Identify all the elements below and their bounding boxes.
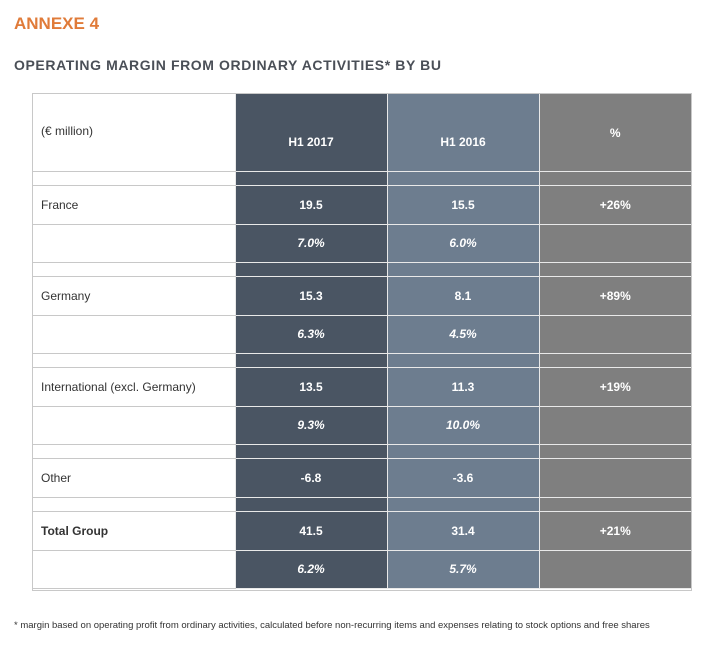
row-label-international: International (excl. Germany)	[33, 367, 235, 407]
margin-h1-2017: 9.3%	[234, 406, 387, 445]
column-header-h1-2016: H1 2016	[386, 94, 539, 172]
table-row: 9.3% 10.0%	[33, 406, 691, 445]
value-h1-2017: 15.3	[234, 276, 387, 316]
footnote: * margin based on operating profit from …	[14, 620, 650, 631]
row-label-germany: Germany	[33, 276, 235, 316]
value-change: +19%	[538, 367, 691, 407]
value-change: +21%	[538, 511, 691, 551]
margin-h1-2016: 4.5%	[386, 315, 539, 354]
annex-title: ANNEXE 4	[14, 14, 100, 33]
column-header-change: %	[538, 94, 691, 172]
table-row: France 19.5 15.5 +26%	[33, 185, 691, 225]
margin-h1-2017: 6.3%	[234, 315, 387, 354]
value-h1-2017: -6.8	[234, 458, 387, 498]
value-h1-2017: 13.5	[234, 367, 387, 407]
value-h1-2017: 41.5	[234, 511, 387, 551]
value-h1-2016: -3.6	[386, 458, 539, 498]
table-row: 6.3% 4.5%	[33, 315, 691, 354]
value-change	[538, 458, 691, 498]
value-h1-2017: 19.5	[234, 185, 387, 225]
row-label-france: France	[33, 185, 235, 225]
page-title: OPERATING MARGIN FROM ORDINARY ACTIVITIE…	[14, 57, 442, 73]
margin-table: (€ million) H1 2017 H1 2016 % France 19.…	[32, 93, 692, 591]
margin-h1-2017: 7.0%	[234, 224, 387, 263]
margin-h1-2016: 6.0%	[386, 224, 539, 263]
table-row: 7.0% 6.0%	[33, 224, 691, 263]
unit-label: (€ million)	[33, 94, 235, 172]
value-change: +89%	[538, 276, 691, 316]
value-h1-2016: 8.1	[386, 276, 539, 316]
table-row: Germany 15.3 8.1 +89%	[33, 276, 691, 316]
value-h1-2016: 11.3	[386, 367, 539, 407]
margin-h1-2017: 6.2%	[234, 550, 387, 589]
table-row: 6.2% 5.7%	[33, 550, 691, 589]
value-change: +26%	[538, 185, 691, 225]
table-row: International (excl. Germany) 13.5 11.3 …	[33, 367, 691, 407]
table-row: Total Group 41.5 31.4 +21%	[33, 511, 691, 551]
row-label-total-group: Total Group	[33, 511, 235, 551]
table-row: Other -6.8 -3.6	[33, 458, 691, 498]
margin-h1-2016: 5.7%	[386, 550, 539, 589]
value-h1-2016: 31.4	[386, 511, 539, 551]
value-h1-2016: 15.5	[386, 185, 539, 225]
row-label-other: Other	[33, 458, 235, 498]
margin-h1-2016: 10.0%	[386, 406, 539, 445]
column-header-h1-2017: H1 2017	[234, 94, 387, 172]
